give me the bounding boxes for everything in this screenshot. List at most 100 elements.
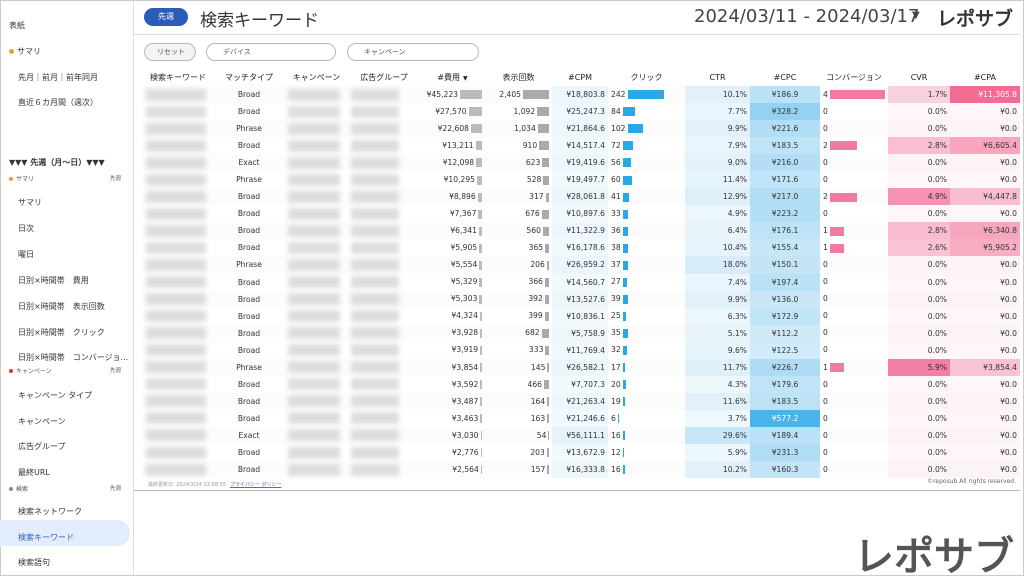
column-header[interactable]: 検索キーワード [143, 69, 213, 86]
nav-item[interactable]: 最終URL [18, 468, 50, 477]
cell: 0 [820, 120, 888, 137]
cell-text: 18.0% [722, 260, 747, 270]
cell: ¥6,340.8 [950, 222, 1020, 240]
cell-text: 0.0% [927, 396, 947, 406]
redacted [146, 378, 206, 391]
cell-bar [480, 380, 482, 390]
date-range[interactable]: 2024/03/11 - 2024/03/17 [694, 6, 920, 27]
redacted-cell [285, 256, 348, 273]
nav-item[interactable]: 日別×時間帯 費用 [18, 276, 89, 285]
cell-text: ¥0.0 [1000, 396, 1017, 406]
cell: 0 [820, 461, 888, 478]
cell-text: 366 [528, 277, 544, 287]
cell-text: ¥0.0 [1000, 158, 1017, 168]
nav-item[interactable]: 先月｜前月｜前年同月 [18, 73, 98, 82]
nav-item[interactable]: 日別×時間帯 表示回数 [18, 302, 105, 311]
column-header[interactable]: マッチタイプ [213, 69, 285, 86]
column-header[interactable]: #CPA [950, 69, 1020, 86]
cell-text: 39 [611, 294, 621, 304]
nav-item[interactable]: 曜日 [18, 250, 34, 259]
cell-text: 0.0% [927, 260, 947, 270]
privacy-link[interactable]: プライバシー ポリシー [230, 482, 282, 488]
redacted-cell [143, 274, 213, 291]
nav-item[interactable]: 広告グループ [18, 442, 66, 451]
redacted [146, 463, 206, 476]
nav-item[interactable]: 直近６カ月間（週次） [18, 98, 98, 107]
column-header[interactable]: CTR [685, 69, 750, 86]
cell-text: ¥2,564 [452, 464, 479, 474]
column-header[interactable]: CVR [888, 69, 950, 86]
cell-text: ¥0.0 [1000, 124, 1017, 134]
section-tag: 先週 [109, 486, 121, 492]
column-title: クリック [630, 73, 663, 82]
cell: 1 [820, 222, 888, 239]
column-header[interactable]: クリック [608, 69, 685, 86]
cell: 0.0% [888, 205, 950, 223]
redacted [351, 276, 399, 289]
cell-bar [622, 192, 629, 202]
cell-text: 1 [823, 362, 828, 372]
cell: 0 [820, 444, 888, 461]
column-header[interactable]: キャンペーン [285, 69, 348, 86]
cell-bar [541, 328, 549, 338]
cell-text: 4.9% [927, 192, 947, 202]
cell: ¥21,246.6 [552, 409, 608, 427]
column-header[interactable]: コンバージョン [820, 69, 888, 86]
nav-item[interactable]: キャンペーン タイプ [18, 391, 93, 400]
table-row: Broad ¥7,367 676 ¥10,897.6 33 4.9% ¥223.2 0 0.0%… [143, 205, 1020, 223]
column-title: 検索キーワード [150, 73, 206, 82]
cell: 0.0% [888, 409, 950, 427]
redacted [351, 361, 399, 374]
cell: ¥21,864.6 [552, 120, 608, 138]
cell-text: 0.0% [927, 294, 947, 304]
cell: ¥4,324 [420, 308, 485, 325]
cell-text: Broad [237, 209, 261, 219]
nav-item[interactable]: キャンペーン [18, 417, 66, 426]
cell: 6.4% [685, 222, 750, 240]
cell: ¥45,223 [420, 86, 485, 103]
cell: ¥7,707.3 [552, 375, 608, 393]
column-header[interactable]: 表示回数 [485, 69, 552, 86]
column-header[interactable]: #費用 ▼ [420, 69, 485, 86]
cell-bar [544, 294, 549, 304]
cell-text: 206 [530, 260, 545, 270]
cell: ¥13,672.9 [552, 443, 608, 462]
redacted [288, 344, 340, 357]
redacted [288, 258, 340, 271]
icon [9, 49, 14, 54]
cell-bar [480, 345, 482, 355]
cell-bar [479, 294, 482, 304]
device-filter[interactable]: デバイス [206, 43, 336, 61]
column-header[interactable]: #CPM [552, 69, 608, 86]
nav-item[interactable]: 検索語句 [18, 558, 50, 567]
nav-item[interactable]: 日別×時間帯 クリック [18, 328, 105, 337]
column-header[interactable]: #CPC [750, 69, 820, 86]
cell: 2.8% [888, 222, 950, 240]
date-dropdown[interactable]: ▼ [912, 10, 920, 21]
cell-bar [622, 448, 625, 458]
cell: 157 [485, 461, 552, 478]
nav-item[interactable]: 日次 [18, 224, 34, 233]
table-row: Broad ¥13,211 910 ¥14,517.4 72 7.9% ¥183.5 2 2.8… [143, 137, 1020, 155]
cell-text: 528 [526, 175, 542, 184]
column-header[interactable]: 広告グループ [348, 69, 420, 86]
redacted [288, 105, 340, 118]
cell-text: 9.0% [727, 158, 747, 168]
page-title: 検索キーワード [200, 11, 319, 31]
nav-item[interactable]: 検索ネットワーク [18, 507, 82, 516]
cell-text: 466 [527, 379, 543, 389]
cell-text: 0 [823, 157, 828, 167]
cell-text: Broad [237, 448, 261, 457]
campaign-filter[interactable]: キャンペーン [347, 43, 479, 61]
nav-item[interactable]: 表紙 [9, 21, 25, 30]
nav-item[interactable]: サマリ [18, 198, 42, 207]
nav-item[interactable]: サマリ [9, 46, 41, 57]
cell: 20 [608, 376, 685, 393]
table-row: Broad ¥5,905 365 ¥16,178.6 38 10.4% ¥155.4 1 2.6… [143, 239, 1020, 257]
nav-item[interactable]: 日別×時間帯 コンバージョ... [18, 353, 129, 362]
cell: ¥10,836.1 [552, 307, 608, 325]
redacted-cell [285, 376, 348, 393]
nav-item[interactable]: 検索キーワード [18, 533, 74, 542]
reset-button[interactable]: リセット [144, 43, 196, 61]
redacted-cell [143, 103, 213, 120]
